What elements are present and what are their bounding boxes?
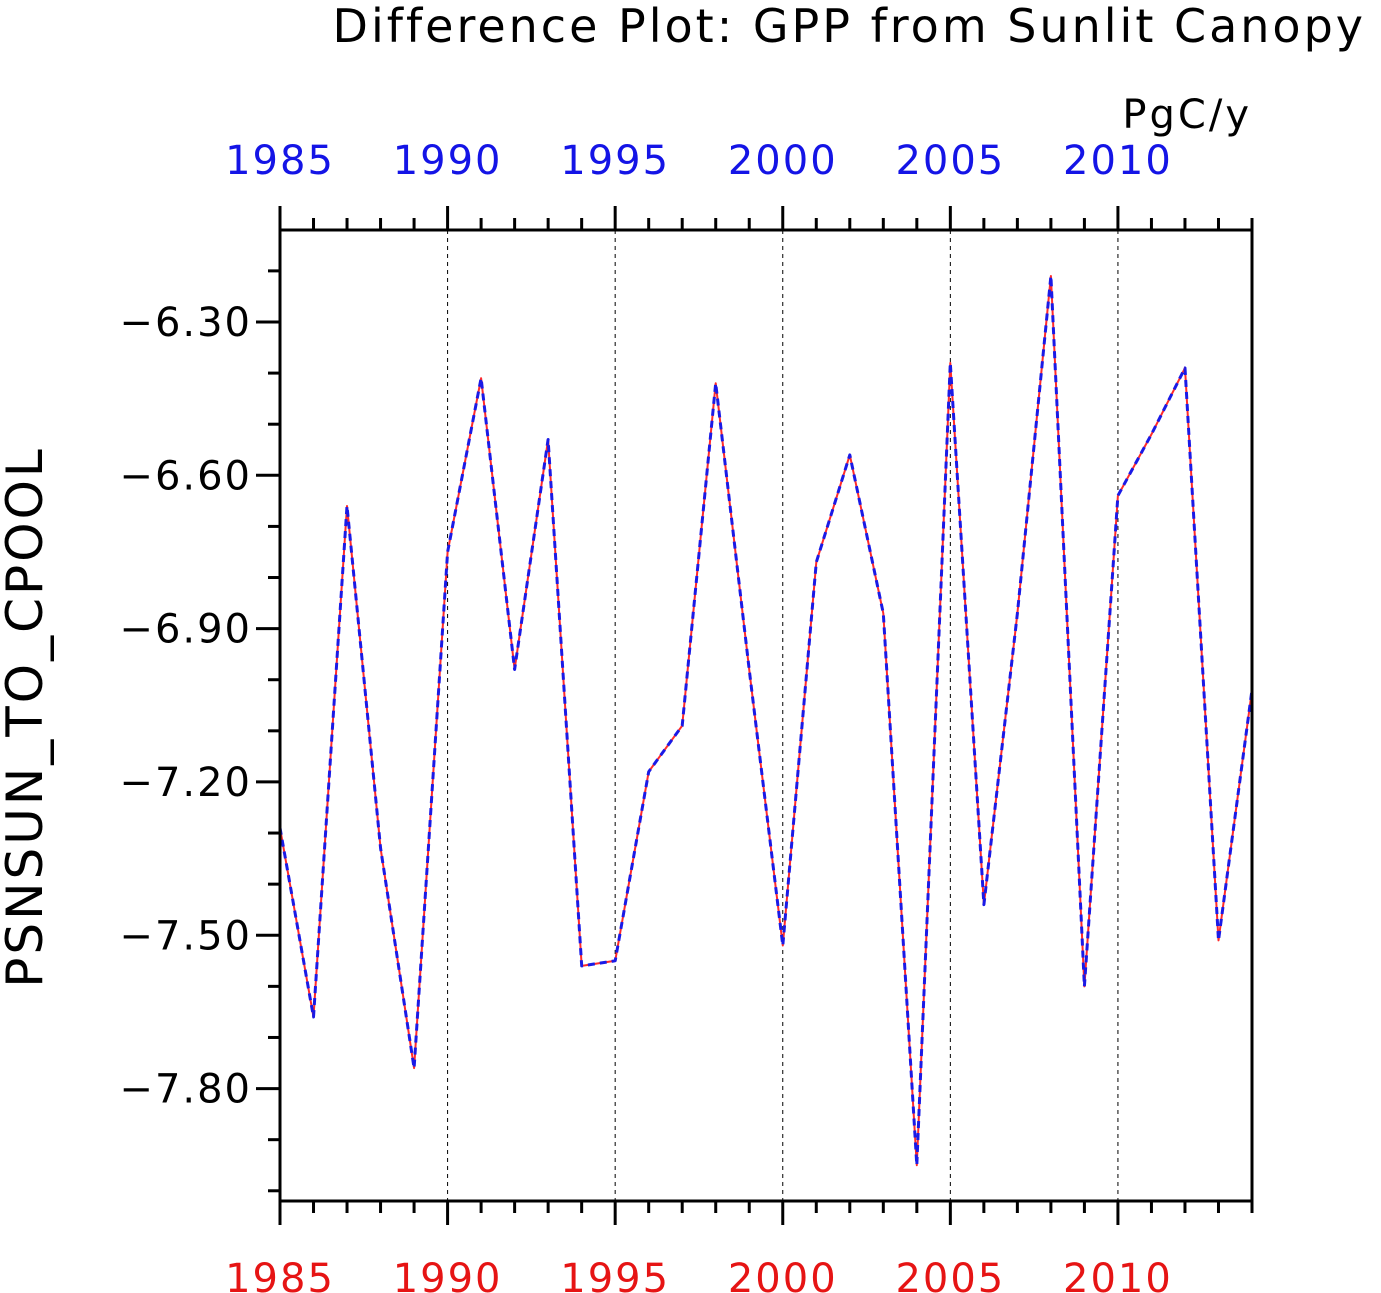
x-tick-label-top: 2005 xyxy=(895,138,1005,184)
y-tick-label: −6.90 xyxy=(119,607,252,653)
y-tick-label: −6.60 xyxy=(119,453,252,499)
y-tick-label: −7.20 xyxy=(119,760,252,806)
series-line-0 xyxy=(279,275,1253,1167)
tick-labels: −6.30 −6.60 −6.90 −7.20 −7.50 −7.80 1985 1985 19… xyxy=(119,138,1173,1293)
x-tick-label-bottom: 1995 xyxy=(560,1256,670,1293)
axis-ticks xyxy=(256,206,1254,1225)
x-tick-label-top: 2010 xyxy=(1063,138,1173,184)
plot-frame xyxy=(278,228,1254,1203)
x-tick-label-bottom: 2000 xyxy=(728,1256,838,1293)
vertical-gridlines xyxy=(447,230,1119,1201)
x-tick-label-bottom: 1985 xyxy=(225,1256,335,1293)
series-lines xyxy=(278,274,1254,1167)
x-tick-label-top: 1995 xyxy=(560,138,670,184)
x-tick-label-bottom: 2010 xyxy=(1063,1256,1173,1293)
chart-title: Difference Plot: GPP from Sunlit Canopy xyxy=(333,0,1366,53)
y-tick-label: −6.30 xyxy=(119,300,252,346)
y-tick-label: −7.80 xyxy=(119,1067,252,1113)
series-line-1 xyxy=(278,274,1254,1167)
x-tick-label-bottom: 2005 xyxy=(895,1256,1005,1293)
x-tick-label-top: 2000 xyxy=(728,138,838,184)
units-label: PgC/y xyxy=(1122,92,1252,138)
x-tick-label-top: 1985 xyxy=(225,138,335,184)
y-tick-label: −7.50 xyxy=(119,913,252,959)
x-tick-label-bottom: 1990 xyxy=(393,1256,503,1293)
x-tick-label-top: 1990 xyxy=(393,138,503,184)
y-axis-label: PSNSUN_TO_CPOOL xyxy=(0,446,54,988)
